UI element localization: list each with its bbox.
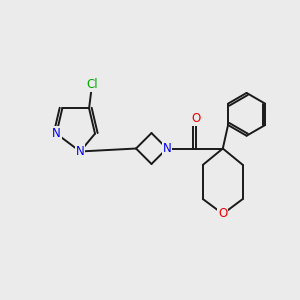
Text: N: N [163,142,171,155]
Text: Cl: Cl [86,78,98,91]
Text: O: O [218,207,227,220]
Text: N: N [76,145,85,158]
Text: O: O [191,112,201,125]
Text: N: N [52,127,61,140]
